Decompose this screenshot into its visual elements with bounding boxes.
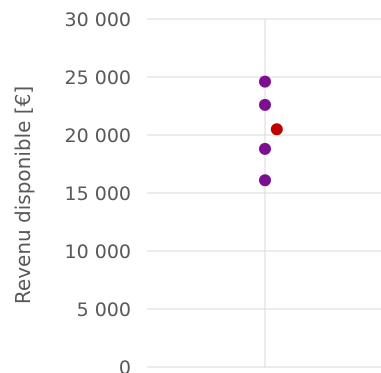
data-point	[259, 174, 271, 187]
y-tick-label: 25 000	[65, 67, 131, 89]
y-tick-label: 0	[119, 357, 131, 373]
data-points	[259, 75, 283, 187]
y-tick-label: 20 000	[65, 125, 131, 147]
data-point	[259, 142, 271, 155]
y-tick-label: 10 000	[65, 241, 131, 263]
data-point	[270, 123, 283, 136]
y-axis-title: Revenu disponible [€]	[11, 86, 35, 304]
y-tick-label: 30 000	[65, 9, 131, 31]
data-point	[259, 98, 271, 111]
data-point	[259, 75, 271, 88]
y-tick-label: 5 000	[77, 299, 131, 321]
y-tick-label: 15 000	[65, 183, 131, 205]
gridlines	[147, 18, 381, 368]
y-axis-ticks: 0 5 000 10 000 15 000 20 000 25 000 30 000	[65, 9, 131, 373]
